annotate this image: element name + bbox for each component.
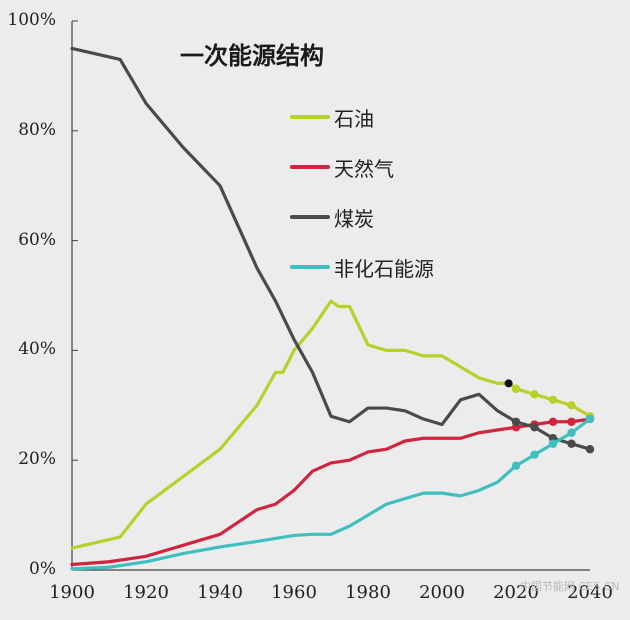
x-tick-label: 1960 bbox=[271, 582, 317, 603]
y-tick-label: 40% bbox=[18, 339, 56, 360]
series-lines bbox=[70, 46, 595, 571]
legend: 石油 天然气 煤炭 非化石能源 bbox=[290, 92, 434, 292]
legend-item-gas: 天然气 bbox=[290, 142, 434, 192]
y-tick-label: 60% bbox=[18, 229, 56, 250]
legend-item-coal: 煤炭 bbox=[290, 192, 434, 242]
y-tick-label: 20% bbox=[18, 449, 56, 470]
x-tick-label: 1900 bbox=[49, 582, 95, 603]
x-tick-label: 1940 bbox=[197, 582, 243, 603]
axes bbox=[71, 20, 590, 571]
y-tick-label: 100% bbox=[7, 10, 56, 30]
legend-swatch bbox=[290, 165, 330, 169]
x-tick-label: 2040 bbox=[567, 582, 613, 603]
watermark: 中国节能网 CES.CN bbox=[520, 580, 620, 593]
legend-swatch bbox=[290, 265, 330, 269]
legend-item-oil: 石油 bbox=[290, 92, 434, 142]
x-tick-label: 2000 bbox=[419, 582, 465, 603]
legend-item-nonfossil: 非化石能源 bbox=[290, 242, 434, 292]
legend-swatch bbox=[290, 215, 330, 219]
y-tick-label: 0% bbox=[29, 559, 56, 579]
legend-swatch bbox=[290, 115, 330, 119]
x-tick-label: 1980 bbox=[345, 582, 391, 603]
y-tick-label: 80% bbox=[18, 119, 56, 140]
x-tick-label: 1920 bbox=[123, 582, 169, 603]
x-tick-label: 2020 bbox=[493, 582, 539, 603]
chart-title: 一次能源结构 bbox=[180, 42, 324, 70]
